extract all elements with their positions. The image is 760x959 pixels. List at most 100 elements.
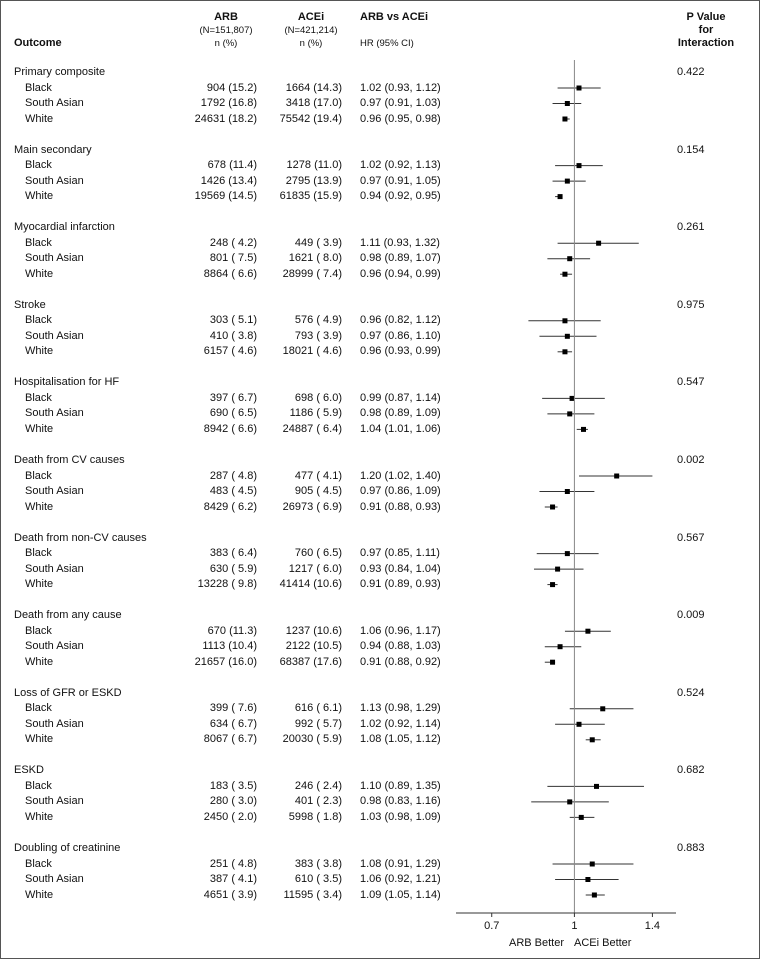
hr-point [581,426,587,432]
arb-count: 4651 ( 3.9) [203,888,257,901]
hr-point [578,814,584,820]
outcome-title: Death from non-CV causes [14,531,147,544]
hr-point [600,706,606,712]
p-interaction: 0.154 [677,143,705,156]
subgroup-label: Black [25,857,52,870]
arb-count: 19569 (14.5) [194,190,257,203]
subgroup-label: Black [25,236,52,249]
acei-count: 26973 ( 6.9) [282,500,342,513]
hr-ci-text: 1.20 (1.02, 1.40) [360,469,441,482]
hr-point [596,240,602,246]
subgroup-label: Black [25,469,52,482]
hr-ci-text: 0.93 (0.84, 1.04) [360,562,441,575]
acei-count: 477 ( 4.1) [294,469,342,482]
hr-point [557,194,563,200]
arb-count: 8429 ( 6.2) [203,500,257,513]
subgroup-label: South Asian [25,97,84,109]
subgroup-label: White [25,345,54,358]
arb-count: 21657 (16.0) [194,655,257,668]
hr-point [564,333,570,339]
arb-count: 634 ( 6.7) [209,717,257,730]
hr-ci-text: 1.04 (1.01, 1.06) [360,422,441,435]
arb-count: 801 ( 7.5) [209,252,257,265]
acei-count: 2122 (10.5) [285,640,342,653]
acei-count: 698 ( 6.0) [294,391,342,404]
arb-count: 387 ( 4.1) [209,873,257,885]
hr-point [564,489,570,494]
arb-count: 690 ( 6.5) [209,407,257,420]
hr-ci-text: 1.03 (0.98, 1.09) [360,810,441,823]
hr-point [567,799,573,805]
hr-ci-text: 0.94 (0.88, 1.03) [360,640,441,653]
p-interaction: 0.009 [677,609,705,622]
subgroup-label: White [25,655,54,668]
hr-point [550,504,556,510]
hr-point [550,659,556,665]
arb-count: 383 ( 6.4) [209,547,257,560]
header-p-line3: Interaction [677,37,735,49]
p-interaction: 0.261 [677,221,705,234]
acei-count: 610 ( 3.5) [294,873,342,885]
subgroup-label: White [25,500,54,513]
x-tick-label: 1 [571,920,577,932]
hr-point [564,551,570,557]
acei-count: 449 ( 3.9) [294,236,342,249]
outcome-title: Death from any cause [14,609,122,622]
arb-count: 483 ( 4.5) [209,485,257,497]
hr-ci-text: 1.02 (0.92, 1.13) [360,159,441,172]
subgroup-label: White [25,888,54,901]
acei-better-label: ACEi Better [574,937,632,949]
header-outcome: Outcome [14,37,62,49]
subgroup-label: Black [25,547,52,560]
p-interaction: 0.002 [677,454,705,466]
acei-count: 1186 ( 5.9) [289,407,342,420]
hr-point [589,737,595,743]
acei-count: 75542 (19.4) [279,112,342,125]
hr-ci-text: 1.06 (0.92, 1.21) [360,873,441,885]
subgroup-label: South Asian [25,873,84,885]
p-interaction: 0.547 [677,376,705,389]
hr-point [589,861,595,867]
acei-count: 3418 (17.0) [285,97,342,109]
hr-ci-text: 0.97 (0.86, 1.10) [360,329,441,342]
hr-point [585,628,591,634]
acei-count: 11595 ( 3.4) [283,888,342,901]
arb-count: 303 ( 5.1) [209,314,257,327]
arb-count: 904 (15.2) [206,81,257,94]
hr-ci-text: 1.02 (0.92, 1.14) [360,717,441,730]
subgroup-label: South Asian [25,640,84,653]
subgroup-label: South Asian [25,485,84,497]
hr-ci-text: 0.94 (0.92, 0.95) [360,190,441,203]
hr-ci-text: 0.99 (0.87, 1.14) [360,391,441,404]
acei-count: 2795 (13.9) [285,174,342,187]
hr-point [567,411,573,417]
acei-count: 1621 ( 8.0) [288,252,342,265]
hr-point [557,644,563,650]
acei-count: 24887 ( 6.4) [282,422,342,435]
p-interaction: 0.682 [677,764,705,777]
arb-count: 410 ( 3.8) [209,329,257,342]
hr-ci-text: 1.13 (0.98, 1.29) [360,702,441,715]
hr-point [567,256,573,262]
outcome-title: Main secondary [14,143,92,156]
hr-point [591,892,597,898]
header-hr: ARB vs ACEi [360,11,429,23]
hr-ci-text: 1.09 (1.05, 1.14) [360,888,441,901]
header-p-line2: for [698,24,714,36]
arb-count: 1792 (16.8) [200,97,257,109]
arb-count: 13228 ( 9.8) [197,578,257,591]
hr-ci-text: 0.91 (0.89, 0.93) [360,578,441,591]
arb-count: 251 ( 4.8) [209,857,257,870]
arb-count: 2450 ( 2.0) [203,810,257,823]
header-acei-np: n (%) [299,38,323,49]
header-hr-ci: HR (95% CI) [360,38,414,49]
hr-point [562,349,568,355]
acei-count: 41414 (10.6) [279,578,342,591]
acei-count: 1237 (10.6) [285,624,342,637]
acei-count: 1664 (14.3) [285,81,342,94]
hr-point [562,318,568,324]
acei-count: 1278 (11.0) [286,159,342,172]
subgroup-label: South Asian [25,562,84,575]
hr-ci-text: 1.10 (0.89, 1.35) [360,779,441,792]
acei-count: 401 ( 2.3) [294,795,342,808]
